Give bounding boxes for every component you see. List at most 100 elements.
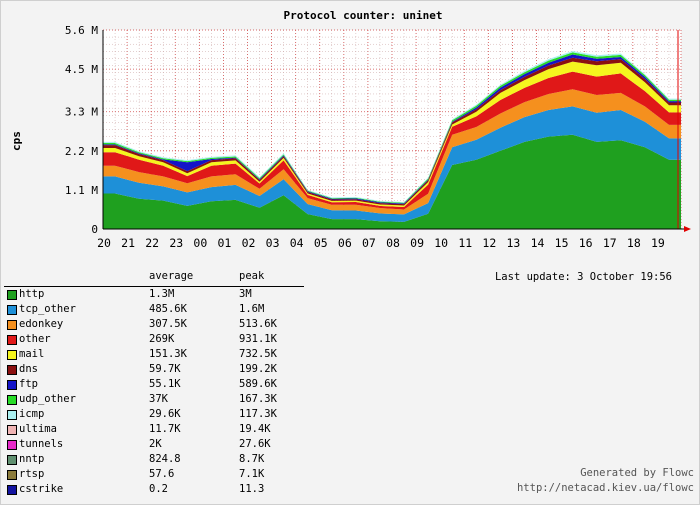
x-tick-label: 06 [338,236,352,250]
legend-row: ftp 55.1K 589.6K [4,377,304,392]
legend-peak: 1.6M [239,303,265,315]
x-tick-label: 12 [482,236,496,250]
legend-protocol-name: cstrike [19,483,64,495]
legend-row: edonkey 307.5K 513.6K [4,317,304,332]
legend-protocol-name: nntp [19,453,45,465]
legend-swatch [7,455,17,465]
legend-peak: 732.5K [239,348,277,360]
legend-average: 57.6 [149,468,175,480]
legend-peak: 7.1K [239,468,265,480]
x-tick-label: 08 [386,236,400,250]
x-tick-label: 13 [506,236,520,250]
legend-row: mail 151.3K 732.5K [4,347,304,362]
x-tick-label: 01 [217,236,231,250]
y-tick-label: 1.1 M [65,184,98,197]
legend-row: other 269K 931.1K [4,332,304,347]
legend-protocol-name: edonkey [19,318,64,330]
legend-swatch [7,320,17,330]
y-tick-label: 5.6 M [65,24,98,37]
x-tick-label: 02 [242,236,256,250]
legend-protocol-name: udp_other [19,393,76,405]
x-tick-label: 09 [410,236,424,250]
y-tick-labels: 0 1.1 M 2.2 M 3.3 M 4.5 M 5.6 M [65,24,98,236]
legend-peak: 117.3K [239,408,277,420]
y-tick-label: 0 [91,223,98,236]
legend-average: 824.8 [149,453,181,465]
peak-column-header: peak [239,270,265,282]
legend-protocol-name: rtsp [19,468,45,480]
x-tick-labels: 20 21 22 23 00 01 02 03 04 05 06 07 08 09 10 11 12 13 14 15… [97,236,665,250]
x-tick-label: 23 [169,236,183,250]
x-tick-label: 03 [266,236,280,250]
x-tick-label: 11 [458,236,472,250]
last-update: Last update: 3 October 19:56 [494,271,672,283]
legend-swatch [7,380,17,390]
average-column-header: average [149,270,194,282]
legend-protocol-name: icmp [19,408,45,420]
legend-peak: 931.1K [239,333,277,345]
legend-swatch [7,470,17,480]
legend-peak: 19.4K [239,423,271,435]
legend-protocol-name: mail [19,348,45,360]
legend-average: 0.2 [149,483,168,495]
legend-swatch [7,440,17,450]
y-tick-label: 2.2 M [65,145,98,158]
legend-peak: 8.7K [239,453,265,465]
legend-peak: 3M [239,288,252,300]
area-other [103,71,681,210]
x-tick-label: 17 [603,236,617,250]
legend-average: 29.6K [149,408,181,420]
legend-average: 485.6K [149,303,187,315]
y-tick-label: 3.3 M [65,106,98,119]
area-series [103,51,681,229]
legend-peak: 199.2K [239,363,277,375]
legend-average: 37K [149,393,168,405]
legend-average: 151.3K [149,348,187,360]
legend-row: dns 59.7K 199.2K [4,362,304,377]
legend-swatch [7,485,17,495]
legend-swatch [7,290,17,300]
legend-swatch [7,350,17,360]
x-tick-label: 14 [531,236,545,250]
legend-protocol-name: tunnels [19,438,64,450]
axes [102,30,691,232]
legend-peak: 11.3 [239,483,265,495]
x-tick-label: 20 [97,236,111,250]
x-tick-label: 22 [145,236,159,250]
x-tick-label: 18 [627,236,641,250]
legend-row: cstrike 0.2 11.3 [4,482,304,497]
legend-average: 55.1K [149,378,181,390]
legend-swatch [7,410,17,420]
legend-peak: 589.6K [239,378,277,390]
legend-row: icmp 29.6K 117.3K [4,407,304,422]
legend-protocol-name: dns [19,363,38,375]
legend-swatch [7,425,17,435]
legend-row: ultima 11.7K 19.4K [4,422,304,437]
legend-average: 2K [149,438,162,450]
legend-header: average peak [4,268,304,287]
legend-average: 59.7K [149,363,181,375]
legend-swatch [7,395,17,405]
area-edonkey [103,89,681,215]
legend-row: nntp 824.8 8.7K [4,452,304,467]
stacked-area-chart: Protocol counter: uninet cps 0 1.1 M 2.2 M… [10,9,691,250]
x-axis-arrow [684,226,691,232]
y-axis-label: cps [10,131,23,151]
x-tick-label: 00 [193,236,207,250]
legend-row: tcp_other 485.6K 1.6M [4,302,304,317]
legend-row: rtsp 57.6 7.1K [4,467,304,482]
area-http [103,134,681,229]
legend-protocol-name: ultima [19,423,57,435]
legend-protocol-name: other [19,333,51,345]
x-tick-label: 15 [555,236,569,250]
x-tick-label: 16 [579,236,593,250]
legend-average: 1.3M [149,288,175,300]
legend-protocol-name: http [19,288,45,300]
legend-row: tunnels 2K 27.6K [4,437,304,452]
legend-average: 269K [149,333,175,345]
x-tick-label: 07 [362,236,376,250]
generator-url: http://netacad.kiev.ua/flowc [516,482,694,494]
x-tick-label: 05 [314,236,328,250]
x-tick-label: 21 [121,236,135,250]
legend-protocol-name: tcp_other [19,303,76,315]
